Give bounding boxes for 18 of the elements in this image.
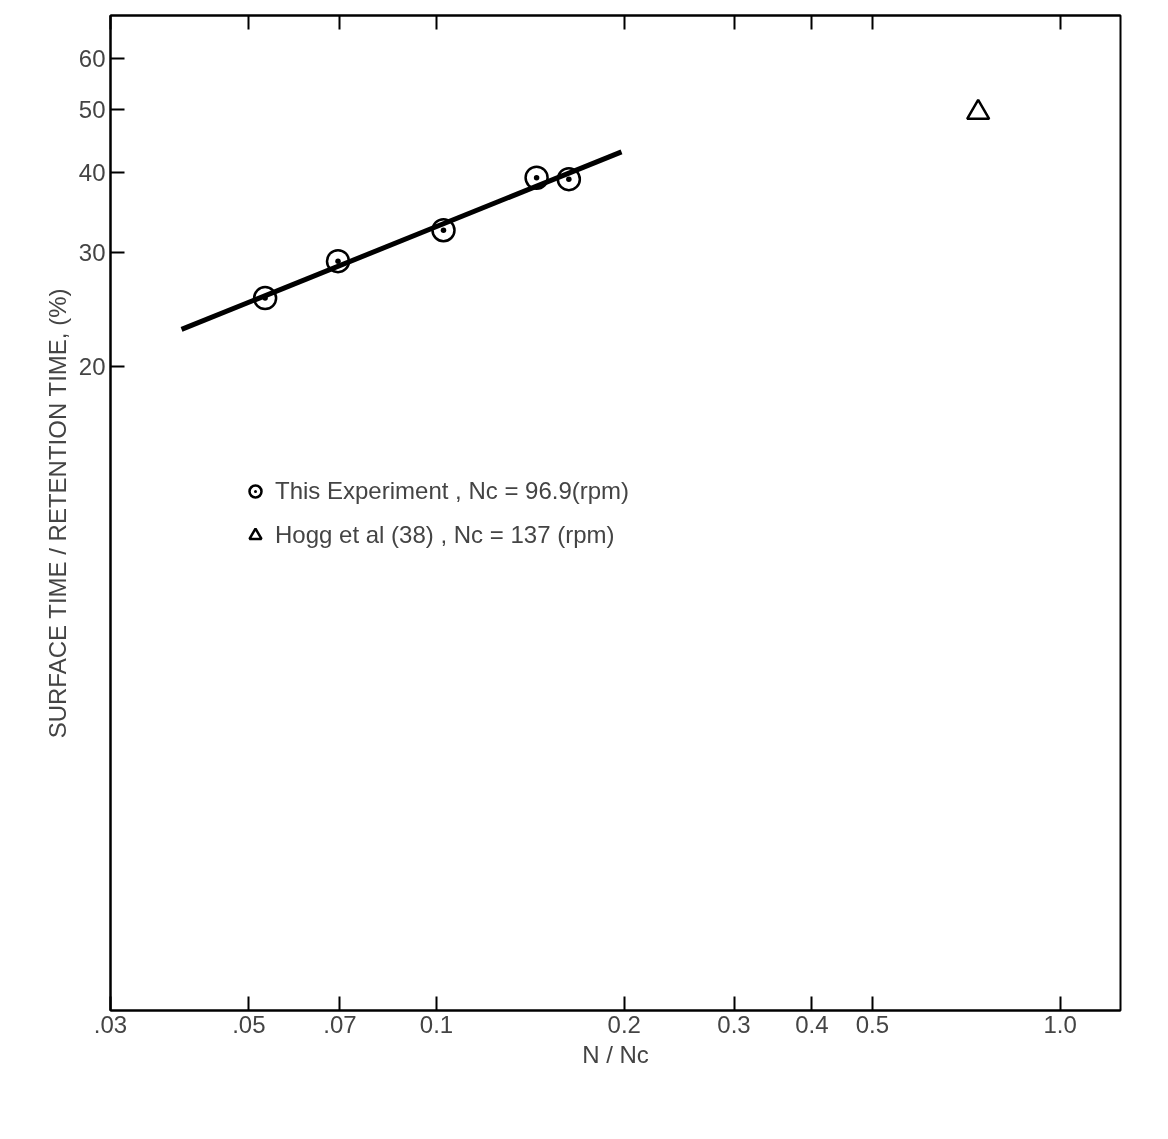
x-tick-label: 0.1 xyxy=(419,1010,454,1038)
legend-label: This Experiment , Nc = 96.9(rpm) xyxy=(275,476,630,505)
legend-label: Hogg et al (38) , Nc = 137 (rpm) xyxy=(275,520,615,549)
y-tick-label: 60 xyxy=(78,45,106,73)
x-tick-label: .05 xyxy=(232,1010,266,1038)
y-tick-label: 50 xyxy=(78,96,106,124)
y-tick-label: 20 xyxy=(78,352,106,380)
x-tick-label: 1.0 xyxy=(1043,1010,1077,1038)
x-axis-title: N / Nc xyxy=(582,1040,649,1068)
x-tick-label: .03 xyxy=(93,1010,128,1038)
y-tick-label: 30 xyxy=(78,239,106,267)
x-tick-label: 0.3 xyxy=(717,1010,751,1038)
x-tick-label: 0.4 xyxy=(795,1010,829,1038)
x-tick-label: 0.5 xyxy=(855,1010,890,1038)
y-axis-title: SURFACE TIME / RETENTION TIME, (%) xyxy=(43,288,71,739)
x-tick-label: 0.2 xyxy=(607,1010,641,1038)
y-tick-label: 40 xyxy=(78,158,106,186)
x-tick-label: .07 xyxy=(323,1010,357,1038)
